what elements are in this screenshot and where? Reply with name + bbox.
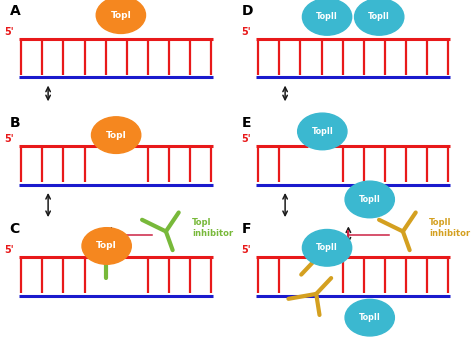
Circle shape	[82, 228, 131, 264]
Text: 5': 5'	[242, 134, 251, 144]
Text: 5': 5'	[5, 245, 14, 255]
Text: 5': 5'	[242, 245, 251, 255]
Circle shape	[96, 0, 146, 33]
Circle shape	[91, 117, 141, 153]
Text: 5': 5'	[5, 27, 14, 37]
Text: 5': 5'	[5, 134, 14, 144]
Circle shape	[345, 181, 394, 218]
Text: TopII: TopII	[359, 195, 381, 204]
Text: D: D	[242, 4, 253, 18]
Circle shape	[298, 113, 347, 150]
Text: TopI
inhibitor: TopI inhibitor	[192, 218, 233, 238]
Circle shape	[345, 299, 394, 336]
Text: C: C	[9, 222, 20, 236]
Text: E: E	[242, 116, 251, 130]
Text: TopII
inhibitor: TopII inhibitor	[429, 218, 470, 238]
Circle shape	[302, 0, 352, 35]
Text: TopI: TopI	[106, 131, 127, 140]
Text: TopII: TopII	[316, 243, 338, 252]
Text: TopII: TopII	[368, 12, 390, 21]
Text: TopII: TopII	[311, 127, 333, 136]
Text: A: A	[9, 4, 20, 18]
Text: TopII: TopII	[359, 313, 381, 322]
Text: B: B	[9, 116, 20, 130]
Text: TopII: TopII	[316, 12, 338, 21]
Text: TopI: TopI	[110, 11, 131, 20]
Circle shape	[302, 230, 352, 266]
Text: TopI: TopI	[96, 241, 117, 251]
Circle shape	[355, 0, 404, 35]
Text: 5': 5'	[242, 27, 251, 37]
Text: F: F	[242, 222, 251, 236]
